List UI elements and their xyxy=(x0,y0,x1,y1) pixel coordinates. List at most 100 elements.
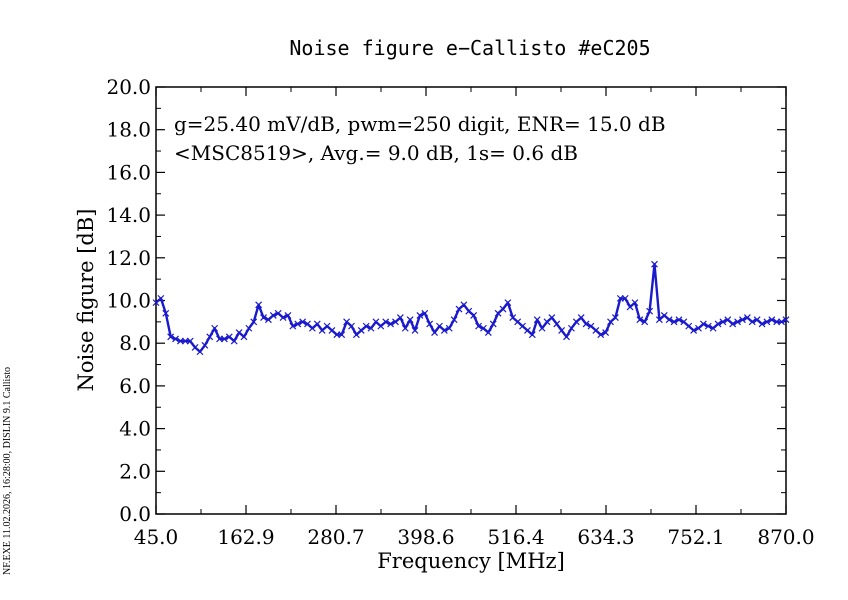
data-point xyxy=(201,341,209,349)
data-point xyxy=(401,324,409,332)
data-point xyxy=(313,320,321,328)
x-tick-label: 45.0 xyxy=(134,525,179,549)
data-point xyxy=(157,294,165,302)
data-point xyxy=(778,318,785,326)
data-point xyxy=(470,312,478,319)
x-tick-label: 398.6 xyxy=(397,525,454,549)
data-point xyxy=(577,314,585,322)
data-point xyxy=(602,329,610,336)
data-point xyxy=(729,320,737,328)
data-point xyxy=(675,316,683,324)
y-tick-label: 2.0 xyxy=(119,459,151,483)
data-point xyxy=(450,316,458,324)
data-point xyxy=(396,314,404,322)
data-point xyxy=(763,318,771,326)
data-point xyxy=(768,316,776,324)
data-point xyxy=(528,331,536,339)
annotation-line-1: g=25.40 mV/dB, pwm=250 digit, ENR= 15.0 … xyxy=(174,112,666,136)
data-point xyxy=(714,320,722,328)
data-point xyxy=(426,320,434,328)
data-point xyxy=(216,335,223,343)
data-point xyxy=(563,333,570,341)
y-tick-label: 16.0 xyxy=(106,160,151,184)
data-point xyxy=(548,314,556,322)
data-point xyxy=(362,322,370,330)
data-point xyxy=(387,320,395,328)
data-point xyxy=(416,312,424,319)
data-point xyxy=(230,337,238,345)
data-point xyxy=(533,316,541,324)
x-tick-label: 516.4 xyxy=(487,525,544,549)
data-point xyxy=(597,331,605,339)
data-point xyxy=(255,301,263,309)
y-tick-label: 12.0 xyxy=(106,246,151,270)
data-point xyxy=(504,299,512,307)
data-point xyxy=(406,316,414,324)
data-point xyxy=(411,326,419,334)
y-axis-label: Noise figure [dB] xyxy=(74,209,98,392)
data-point xyxy=(670,318,678,326)
data-point xyxy=(719,318,727,326)
data-point xyxy=(582,320,590,328)
data-point xyxy=(289,322,297,330)
annotation-line-2: <MSC8519>, Avg.= 9.0 dB, 1s= 0.6 dB xyxy=(174,141,578,165)
y-tick-label: 8.0 xyxy=(119,331,151,355)
data-point xyxy=(553,320,561,328)
data-point xyxy=(181,337,189,345)
data-point xyxy=(294,320,302,328)
data-point xyxy=(616,294,624,302)
data-point xyxy=(269,312,277,319)
data-point xyxy=(211,324,219,332)
data-point xyxy=(279,314,287,322)
data-point xyxy=(538,324,546,332)
y-tick-label: 0.0 xyxy=(119,502,151,526)
data-point xyxy=(206,333,214,341)
data-point xyxy=(690,326,698,334)
data-point xyxy=(665,316,673,324)
data-point xyxy=(641,318,649,326)
data-point xyxy=(177,337,184,345)
data-point xyxy=(704,322,712,330)
data-point xyxy=(739,316,746,324)
y-tick-label: 6.0 xyxy=(119,374,151,398)
data-point xyxy=(162,309,170,317)
data-point xyxy=(567,324,575,332)
data-point xyxy=(489,320,497,328)
y-tick-label: 10.0 xyxy=(106,289,151,313)
data-point xyxy=(338,331,346,339)
data-point xyxy=(260,314,267,322)
x-tick-label: 752.1 xyxy=(667,525,724,549)
data-point xyxy=(250,318,258,326)
data-point xyxy=(631,299,639,307)
series-line xyxy=(155,263,787,353)
data-point xyxy=(186,337,194,345)
footer-note: NF.EXE 11.02.2026, 16:28:00, DISLIN 9.1 … xyxy=(2,367,13,575)
data-point xyxy=(382,318,390,326)
data-point xyxy=(240,333,248,341)
data-point xyxy=(646,307,654,315)
data-point xyxy=(333,331,341,339)
y-tick-label: 20.0 xyxy=(106,75,151,99)
data-point xyxy=(431,329,438,336)
data-point xyxy=(421,309,429,317)
x-axis: 45.0 162.9 280.7 398.6 516.4 634.3 752.1 870.0 xyxy=(134,87,815,549)
data-point xyxy=(348,322,355,330)
data-point xyxy=(636,316,644,324)
chart-title: Noise figure e−Callisto #eC205 xyxy=(289,36,650,60)
data-point xyxy=(748,318,756,326)
y-tick-label: 4.0 xyxy=(119,417,151,441)
data-point xyxy=(460,301,468,309)
data-point xyxy=(782,316,790,324)
data-point xyxy=(699,320,707,328)
series-noise-figure xyxy=(152,260,790,356)
data-point xyxy=(651,260,658,268)
x-tick-label: 162.9 xyxy=(217,525,274,549)
data-point xyxy=(167,333,175,341)
data-point xyxy=(367,324,375,332)
y-axis: 0.0 2.0 4.0 6.0 8.0 10.0 12.0 14.0 16.0 18.0 20.0 xyxy=(106,75,786,526)
data-point xyxy=(440,326,448,334)
data-point xyxy=(196,348,204,356)
data-point xyxy=(773,318,781,326)
data-point xyxy=(611,314,619,322)
